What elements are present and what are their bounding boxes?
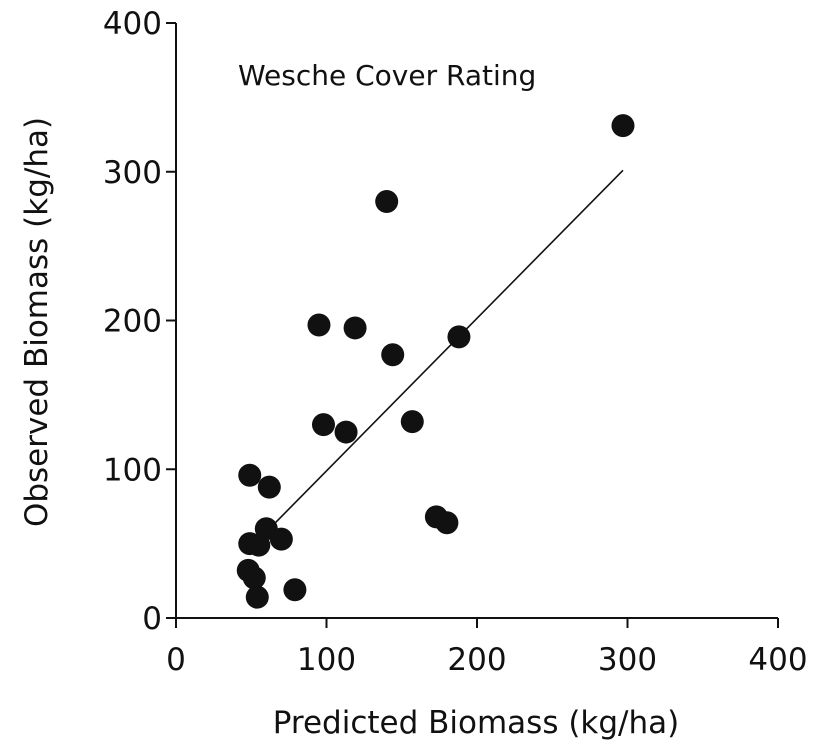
x-tick-label: 0 <box>166 642 186 678</box>
y-tick-label: 0 <box>142 601 162 637</box>
data-point <box>283 578 307 602</box>
data-point <box>245 585 269 609</box>
data-point <box>400 410 424 434</box>
x-axis-title: Predicted Biomass (kg/ha) <box>273 705 679 741</box>
data-point <box>311 413 335 437</box>
data-point <box>247 533 271 557</box>
x-tick-label: 200 <box>447 642 506 678</box>
data-point <box>242 566 266 590</box>
data-point <box>307 313 331 337</box>
data-point <box>381 343 405 367</box>
x-tick-label: 400 <box>748 642 807 678</box>
axes: 0 100 200 300 400 0 100 200 300 400 <box>103 6 808 678</box>
y-axis-title: Observed Biomass (kg/ha) <box>19 117 55 527</box>
data-point <box>269 527 293 551</box>
x-tick-label: 100 <box>297 642 356 678</box>
regression-line <box>273 169 624 525</box>
data-point <box>334 420 358 444</box>
y-tick-label: 300 <box>103 155 162 191</box>
data-point <box>435 511 459 535</box>
data-points <box>236 114 635 609</box>
x-tick-label: 300 <box>598 642 657 678</box>
data-point <box>343 316 367 340</box>
y-tick-label: 100 <box>103 452 162 488</box>
data-point <box>375 190 399 213</box>
y-tick-label: 200 <box>103 304 162 340</box>
data-point <box>238 463 262 487</box>
chart-annotation: Wesche Cover Rating <box>238 59 536 92</box>
data-point <box>611 114 635 138</box>
y-tick-label: 400 <box>103 6 162 42</box>
data-point <box>257 475 281 499</box>
